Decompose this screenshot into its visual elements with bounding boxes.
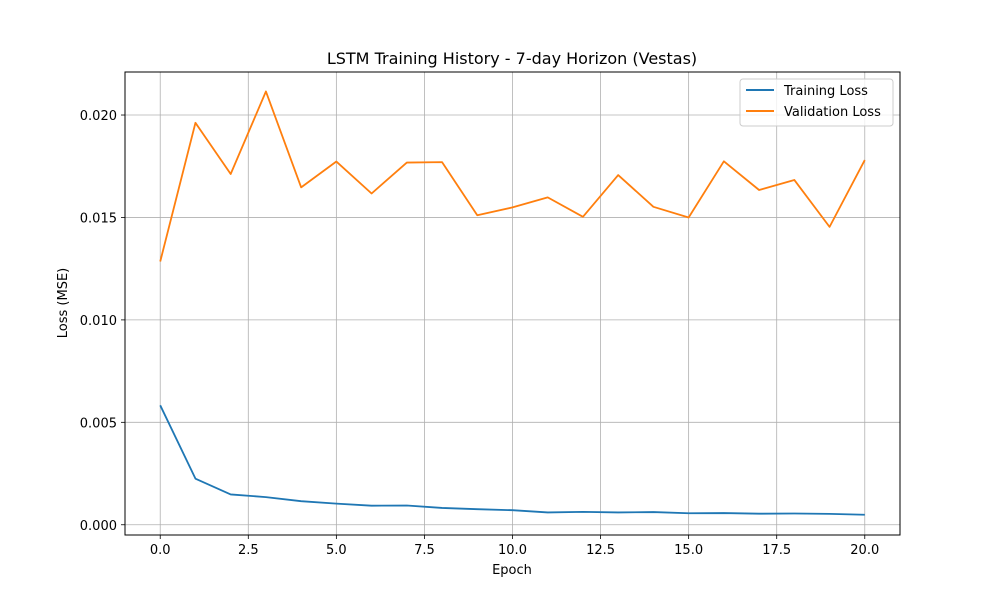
y-tick-label: 0.005 (80, 416, 117, 431)
x-axis: 0.0 2.5 5.0 7.5 10.0 12.5 15.0 17.5 20.0 (150, 535, 879, 558)
legend: Training Loss Validation Loss (739, 78, 894, 127)
grid (125, 72, 900, 535)
y-tick-label: 0.010 (80, 314, 117, 329)
x-axis-label: Epoch (492, 563, 532, 578)
x-tick-label: 12.5 (586, 543, 615, 558)
x-tick-label: 2.5 (238, 543, 259, 558)
y-tick-label: 0.020 (80, 109, 117, 124)
x-tick-label: 0.0 (150, 543, 171, 558)
x-tick-label: 7.5 (414, 543, 435, 558)
series-lines (159, 90, 866, 516)
series-line-training-loss (159, 404, 865, 516)
legend-label-training-loss: Training Loss (783, 84, 868, 99)
y-tick-label: 0.015 (80, 211, 117, 226)
y-axis-label: Loss (MSE) (56, 268, 71, 338)
x-tick-label: 10.0 (498, 543, 527, 558)
y-tick-label: 0.000 (80, 519, 117, 534)
x-tick-label: 20.0 (850, 543, 879, 558)
series-line-validation-loss (159, 90, 866, 262)
legend-box (739, 78, 894, 127)
x-tick-label: 15.0 (674, 543, 703, 558)
x-tick-label: 5.0 (326, 543, 347, 558)
chart-title: LSTM Training History - 7-day Horizon (V… (327, 49, 697, 68)
y-axis: 0.000 0.005 0.010 0.015 0.020 (80, 109, 125, 534)
legend-label-validation-loss: Validation Loss (784, 105, 881, 120)
x-tick-label: 17.5 (762, 543, 791, 558)
